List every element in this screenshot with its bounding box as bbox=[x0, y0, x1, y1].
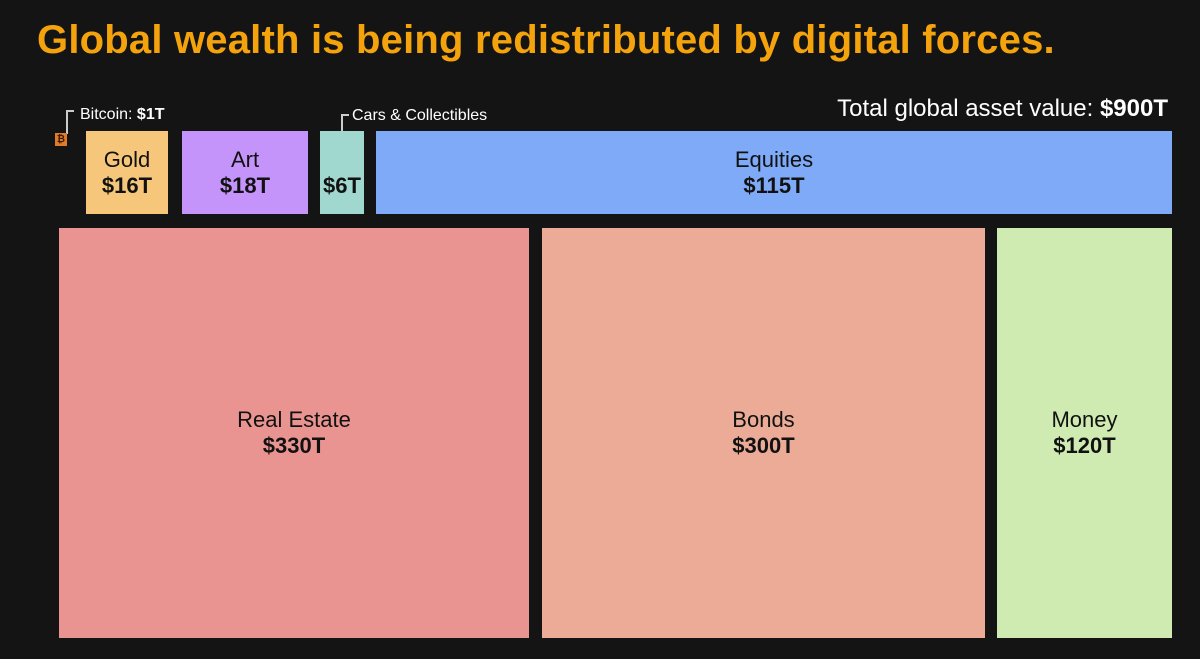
cars-callout-label: Cars & Collectibles bbox=[352, 107, 488, 124]
treemap-cell-cars: $6T bbox=[320, 131, 364, 214]
cell-value: $18T bbox=[219, 172, 271, 198]
cell-value: $120T bbox=[1053, 433, 1116, 458]
treemap-cell-money: Money $120T bbox=[997, 228, 1172, 638]
cell-label: Bonds bbox=[732, 407, 795, 432]
cell-label: Real Estate bbox=[237, 407, 351, 432]
total-asset-value: Total global asset value: $900T bbox=[837, 95, 1168, 123]
bitcoin-callout-label: Bitcoin: bbox=[80, 106, 137, 123]
cell-label: Gold bbox=[103, 146, 151, 172]
cell-value: $300T bbox=[732, 433, 795, 458]
treemap-cell-real-estate: Real Estate $330T bbox=[59, 228, 529, 638]
bitcoin-callout: Bitcoin: $1T bbox=[80, 106, 165, 124]
cars-callout-line bbox=[341, 114, 349, 132]
cell-label: Art bbox=[230, 146, 260, 172]
bitcoin-callout-line bbox=[66, 110, 74, 134]
treemap-cell-equities: Equities $115T bbox=[376, 131, 1172, 214]
cell-value: $115T bbox=[743, 172, 805, 198]
bitcoin-callout-value: $1T bbox=[136, 106, 165, 123]
cell-label: Equities bbox=[734, 146, 814, 172]
treemap-cell-gold: Gold $16T bbox=[86, 131, 168, 214]
total-label: Total global asset value: bbox=[837, 95, 1100, 122]
cell-label: Money bbox=[1051, 407, 1118, 432]
cell-value: $16T bbox=[101, 172, 153, 198]
cars-callout: Cars & Collectibles bbox=[352, 107, 487, 125]
total-value: $900T bbox=[1099, 95, 1168, 122]
cell-value: $330T bbox=[262, 433, 326, 458]
bitcoin-icon: ₿ bbox=[55, 133, 67, 146]
treemap-cell-bonds: Bonds $300T bbox=[542, 228, 985, 638]
chart-title: Global wealth is being redistributed by … bbox=[37, 18, 1055, 62]
cell-value: $6T bbox=[323, 172, 361, 198]
treemap-cell-art: Art $18T bbox=[182, 131, 308, 214]
